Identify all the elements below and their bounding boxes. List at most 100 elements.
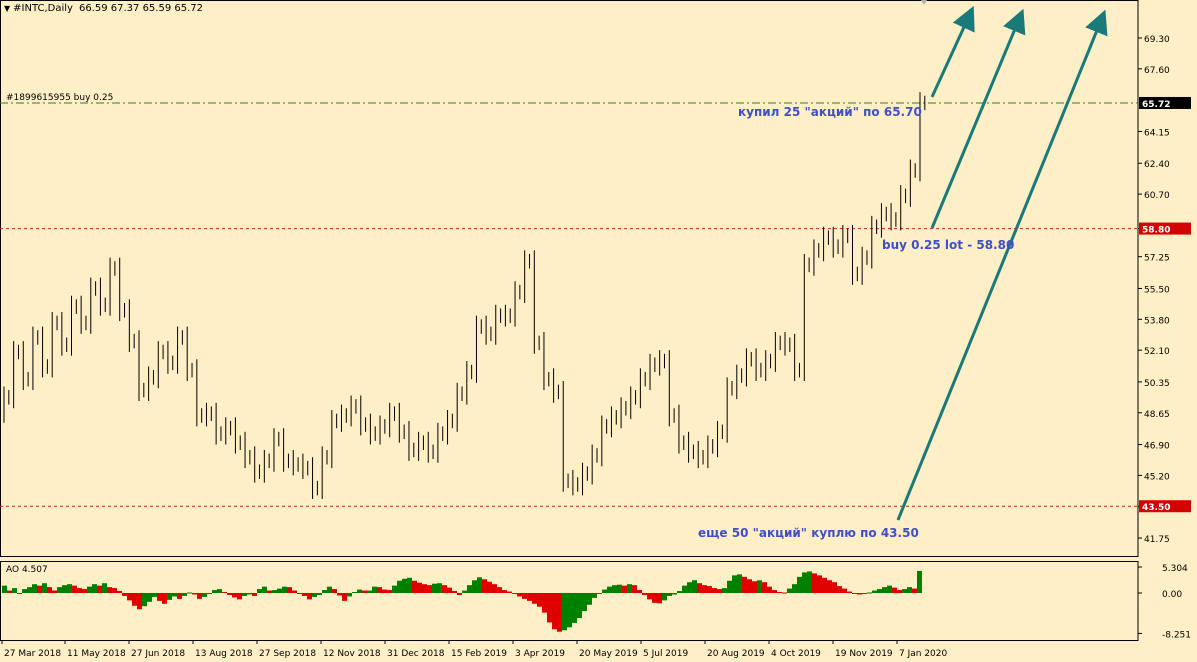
ao-bar bbox=[382, 589, 387, 593]
ao-bar bbox=[252, 593, 257, 596]
ao-bar bbox=[182, 593, 187, 596]
ao-bar bbox=[132, 593, 137, 606]
ao-bar bbox=[357, 589, 362, 593]
ao-bar bbox=[267, 590, 272, 593]
ao-bar bbox=[42, 583, 47, 593]
ao-bar bbox=[522, 593, 527, 599]
ao-bar bbox=[237, 593, 242, 600]
ao-bar bbox=[192, 593, 197, 595]
ao-bar bbox=[317, 593, 322, 595]
order-label: #1899615955 buy 0.25 bbox=[6, 93, 113, 103]
ao-bar bbox=[97, 585, 102, 593]
annotation-bought: купил 25 "акций" по 65.70 bbox=[738, 105, 922, 119]
ao-bar bbox=[607, 586, 612, 593]
ao-bar bbox=[87, 586, 92, 593]
ao-bar bbox=[472, 580, 477, 593]
ao-y-tick-label: 0.00 bbox=[1162, 590, 1182, 600]
ao-bar bbox=[737, 574, 742, 593]
ao-bar bbox=[742, 576, 747, 593]
arrow-3 bbox=[896, 9, 1108, 521]
ao-bar bbox=[622, 585, 627, 593]
ao-bar bbox=[367, 590, 372, 593]
current-price-marker-label: 65.72 bbox=[1142, 100, 1170, 110]
ao-bar bbox=[212, 590, 217, 593]
ao-bar bbox=[197, 593, 202, 599]
ao-bar bbox=[432, 583, 437, 593]
ao-bar bbox=[862, 593, 867, 594]
ao-bar bbox=[682, 585, 687, 593]
ao-bar bbox=[692, 580, 697, 593]
ao-bar bbox=[162, 593, 167, 604]
ao-bar bbox=[282, 586, 287, 593]
ao-bar bbox=[547, 593, 552, 623]
ao-bar bbox=[167, 593, 172, 600]
ao-bar bbox=[697, 583, 702, 593]
ao-bar bbox=[22, 589, 27, 593]
ao-bar bbox=[232, 593, 237, 598]
ao-bar bbox=[457, 593, 462, 595]
ao-bar bbox=[542, 593, 547, 613]
chart-symbol: #INTC,Daily bbox=[13, 3, 73, 14]
ao-bar bbox=[467, 585, 472, 593]
ao-bar bbox=[517, 593, 522, 597]
ao-bar bbox=[322, 590, 327, 593]
ao-bar bbox=[642, 593, 647, 595]
ao-bar bbox=[2, 585, 7, 593]
ao-bar bbox=[527, 593, 532, 601]
ao-bar bbox=[412, 580, 417, 593]
ao-bar bbox=[272, 590, 277, 593]
ao-bar bbox=[512, 593, 517, 594]
ao-bar bbox=[62, 585, 67, 593]
y-tick-label: 53.80 bbox=[1144, 316, 1170, 326]
ao-bar bbox=[907, 587, 912, 593]
current-bar-indicator bbox=[921, 0, 927, 5]
ao-bar bbox=[662, 593, 667, 601]
x-tick-label: 11 May 2018 bbox=[67, 649, 126, 659]
main-plot-frame bbox=[0, 0, 1139, 557]
ao-bar bbox=[602, 589, 607, 593]
ao-bar bbox=[672, 593, 677, 595]
ao-bar bbox=[837, 586, 842, 593]
ao-bar bbox=[257, 589, 262, 593]
ao-bar bbox=[772, 590, 777, 593]
x-tick-label: 3 Apr 2019 bbox=[515, 649, 565, 659]
ao-bar bbox=[242, 593, 247, 596]
ao-bar bbox=[782, 592, 787, 594]
x-tick-label: 13 Aug 2018 bbox=[195, 649, 253, 659]
ao-bar bbox=[117, 591, 122, 593]
arrow-1 bbox=[930, 5, 975, 98]
y-tick-label: 60.70 bbox=[1144, 191, 1170, 201]
ao-bar bbox=[487, 581, 492, 593]
ao-bar bbox=[687, 582, 692, 593]
y-tick-label: 62.40 bbox=[1144, 160, 1170, 170]
ao-bar bbox=[637, 590, 642, 593]
ao-bar bbox=[882, 587, 887, 593]
ao-bar bbox=[102, 583, 107, 593]
ao-bar bbox=[732, 575, 737, 593]
ao-bar bbox=[452, 591, 457, 593]
dropdown-arrow-icon[interactable]: ▼ bbox=[4, 4, 11, 13]
chart-ohlc: 66.59 67.37 65.59 65.72 bbox=[78, 3, 204, 14]
x-tick-label: 27 Jun 2018 bbox=[131, 649, 185, 659]
ao-bar bbox=[827, 580, 832, 593]
ao-bar bbox=[127, 593, 132, 601]
ao-bar bbox=[757, 580, 762, 593]
ao-bar bbox=[557, 593, 562, 632]
ao-bar bbox=[647, 593, 652, 600]
x-tick-label: 7 Jan 2020 bbox=[899, 649, 947, 659]
y-tick-label: 46.90 bbox=[1144, 442, 1170, 452]
y-tick-label: 64.15 bbox=[1144, 128, 1170, 138]
ao-bar bbox=[347, 593, 352, 597]
ao-bar bbox=[717, 589, 722, 593]
ao-bar bbox=[812, 573, 817, 593]
chart-header: ▼ #INTC,Daily 66.59 67.37 65.59 65.72 bbox=[4, 3, 203, 14]
y-tick-label: 67.60 bbox=[1144, 66, 1170, 76]
ao-bar bbox=[767, 586, 772, 593]
ao-bar bbox=[817, 575, 822, 593]
ao-bar bbox=[867, 592, 872, 594]
ao-bar bbox=[592, 593, 597, 598]
ao-title: AO 4.507 bbox=[6, 565, 48, 575]
ao-bar bbox=[172, 593, 177, 597]
